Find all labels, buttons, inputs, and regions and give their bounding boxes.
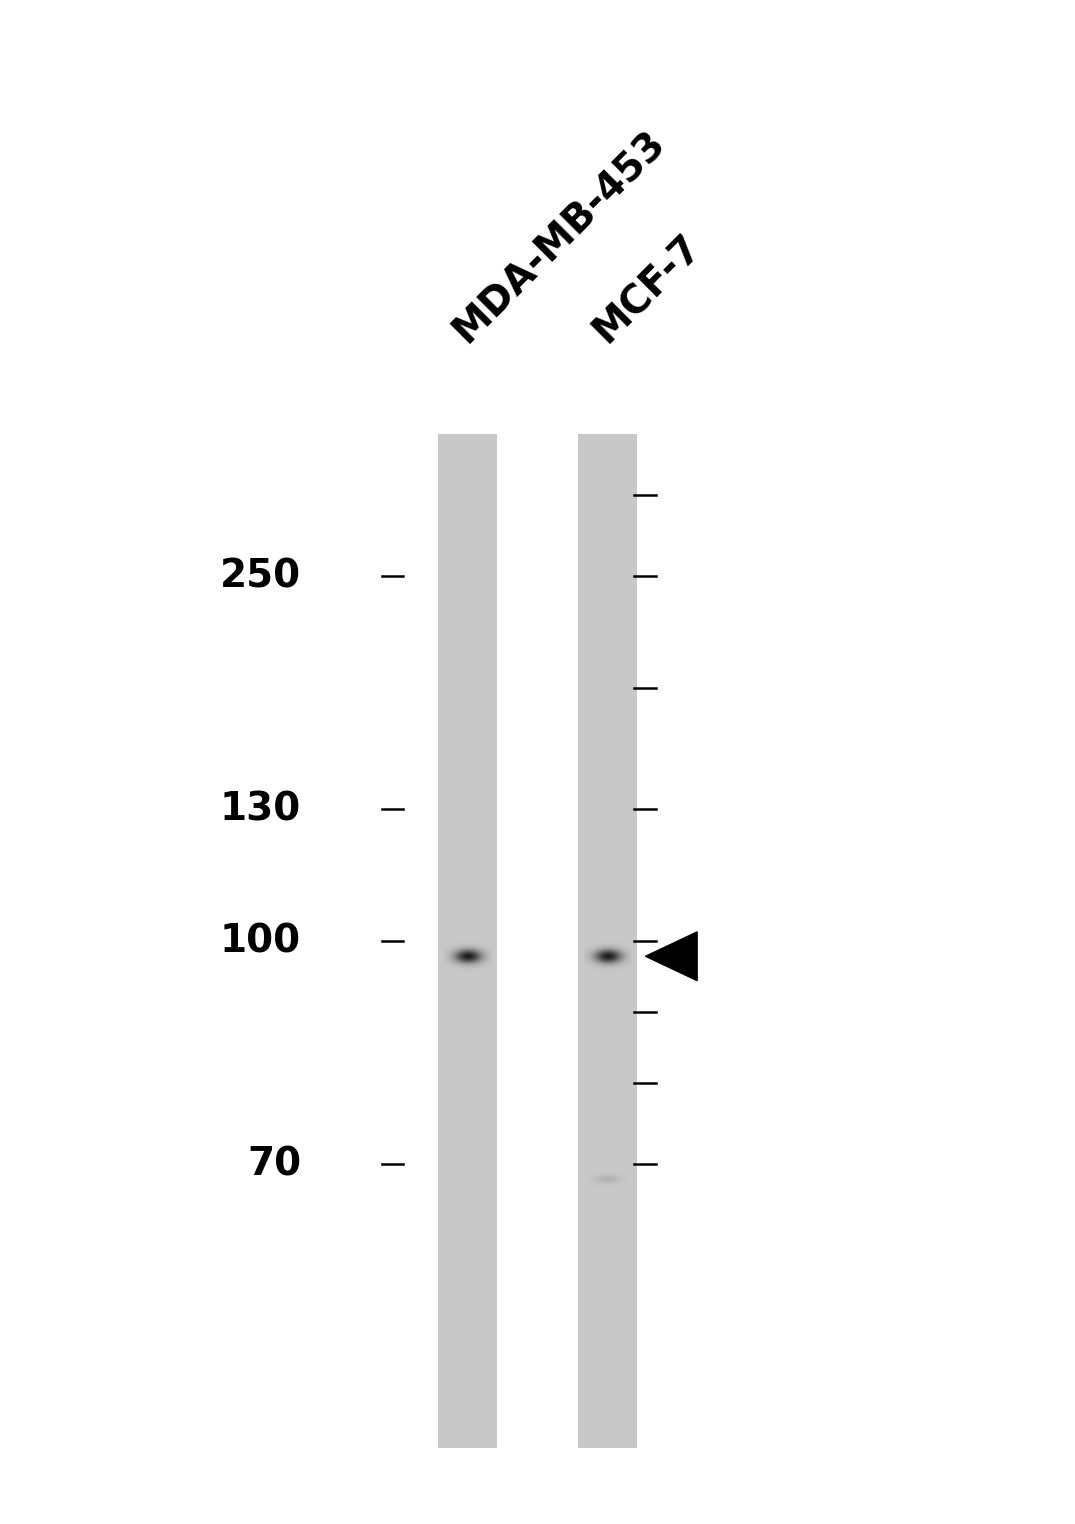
Text: MCF-7: MCF-7 [586, 227, 708, 351]
Bar [578, 434, 636, 1448]
Text: 100: 100 [220, 922, 301, 960]
Text: MDA-MB-453: MDA-MB-453 [446, 123, 673, 351]
Polygon shape [645, 931, 697, 980]
Bar [439, 434, 497, 1448]
Text: 130: 130 [219, 791, 301, 829]
Text: 250: 250 [220, 558, 301, 596]
Text: 70: 70 [247, 1145, 301, 1183]
